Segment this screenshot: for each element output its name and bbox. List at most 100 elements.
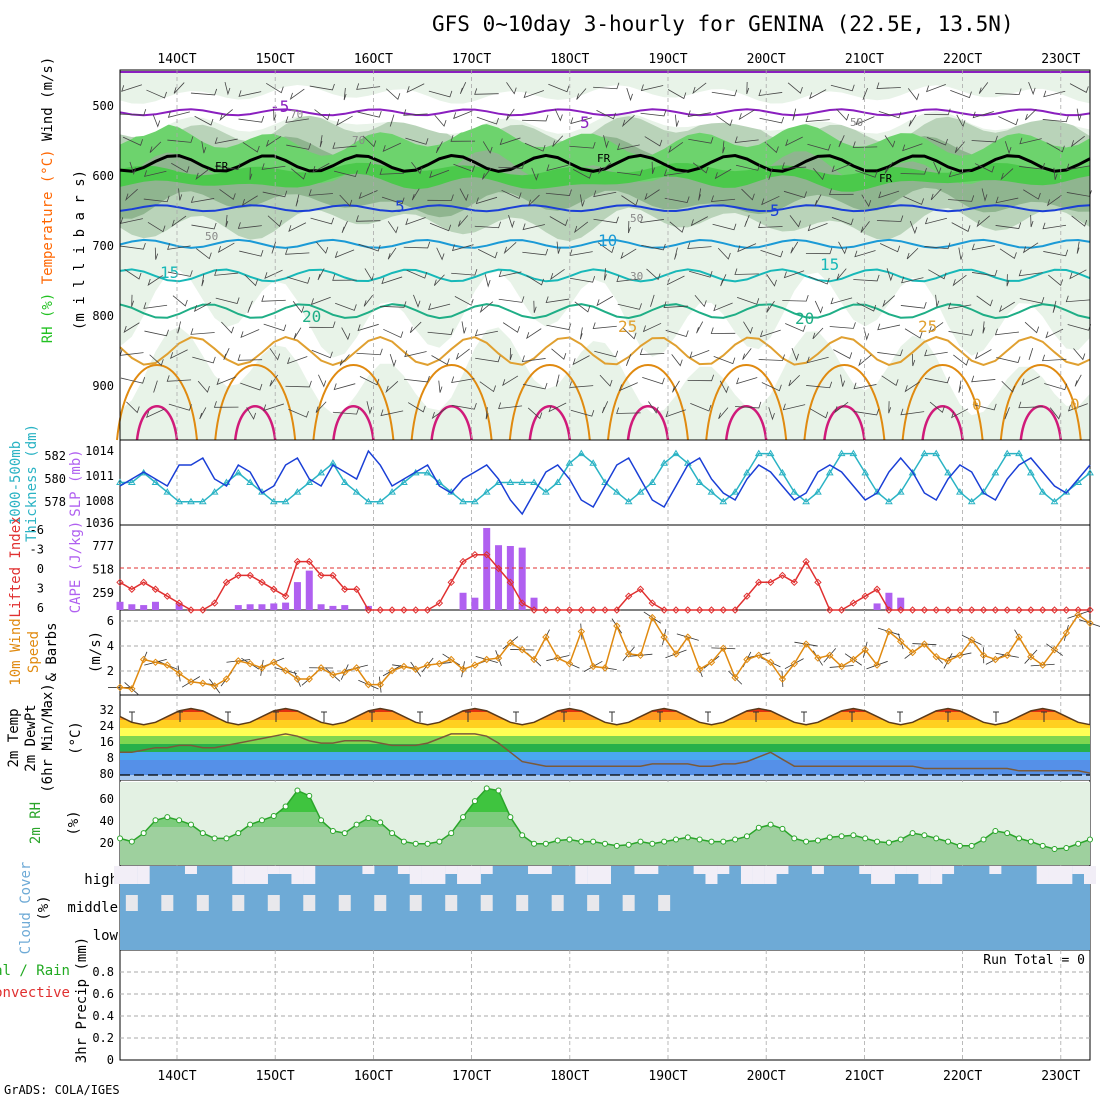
rh2m-line-point <box>968 842 975 849</box>
lifted-index-line-point <box>991 606 1000 614</box>
wind-barb <box>379 168 405 175</box>
x-tick-bottom: 20OCT <box>747 1069 786 1084</box>
wind-barb <box>498 296 525 303</box>
temp-contour-30 <box>803 364 886 441</box>
wind-barb <box>546 164 569 172</box>
thickness-line-point <box>210 488 219 495</box>
wind-barb <box>599 374 613 387</box>
rh2m-line-point <box>1063 844 1070 851</box>
cape-bar <box>293 582 301 610</box>
wind-barb <box>982 321 986 334</box>
wind-barb <box>453 163 476 172</box>
wind-barb <box>788 374 800 387</box>
rh-dry-low <box>120 270 1090 416</box>
cloud-clear-high <box>539 866 552 874</box>
wind-barb <box>357 111 382 118</box>
wind-barb <box>389 353 397 368</box>
wind-barb <box>154 247 159 260</box>
contour-label: 70 <box>290 108 303 121</box>
rh2m-line-point <box>1004 830 1011 837</box>
wind-barb <box>855 169 878 178</box>
contour-label: 25 <box>918 317 937 336</box>
rh2m-line-point <box>661 838 668 845</box>
x-tick-top: 18OCT <box>550 52 589 67</box>
wind-barb <box>177 321 181 334</box>
wind-barb <box>201 274 205 287</box>
p4-ylabel: 10m Wind <box>8 618 24 685</box>
lifted-index-line-point <box>459 557 467 566</box>
wind-barb <box>341 327 351 341</box>
wind-barb <box>411 161 423 175</box>
wind-barb <box>194 115 214 126</box>
lifted-index-line-point <box>163 592 172 600</box>
temp-band <box>120 712 1090 720</box>
wind-barb <box>341 220 348 234</box>
lifted-index-line-point <box>506 578 515 587</box>
wind-barb <box>668 141 684 154</box>
temp-minmax <box>465 711 471 722</box>
wind-barb <box>380 409 404 417</box>
wind-barb <box>617 143 640 151</box>
wind-barb <box>579 194 585 207</box>
wind-speed-line-point <box>1015 633 1023 641</box>
cloud-clear-high <box>871 866 884 884</box>
wind-barb <box>479 301 494 314</box>
wind-barb <box>146 89 167 99</box>
wind-barb <box>318 374 327 388</box>
wind-barb <box>888 401 892 414</box>
wind-barb <box>928 322 944 334</box>
thickness-line-point <box>151 478 160 485</box>
wind-barb <box>972 269 998 277</box>
wind-barb <box>972 111 994 119</box>
x-tick-top: 23OCT <box>1041 52 1080 67</box>
thickness-line-point <box>896 488 905 495</box>
wind-barb <box>741 188 755 201</box>
wind-barb <box>427 328 454 335</box>
temp-contour-30 <box>901 364 984 441</box>
rh2m-line-point <box>720 838 727 845</box>
x-tick-top: 22OCT <box>943 52 982 67</box>
wind-barb <box>1042 115 1069 123</box>
wind-barb <box>760 249 784 258</box>
wind-barb <box>171 162 190 173</box>
rh2m-line-point <box>956 842 963 849</box>
y-tick: 1014 <box>85 444 114 458</box>
temp-minmax <box>273 711 279 722</box>
lifted-index-line-point <box>151 585 160 593</box>
temp-minmax <box>177 711 183 722</box>
p6-ylabel: 2m RH <box>28 802 44 844</box>
wind-speed-line-point <box>494 654 503 662</box>
wind-barb <box>554 108 563 122</box>
wind-barb <box>407 402 426 413</box>
rh2m-line-point <box>270 813 277 820</box>
wind-barb <box>355 215 381 222</box>
wind-barb <box>882 295 895 308</box>
p5-ylabel-r: (°C) <box>68 721 84 755</box>
x-tick-bottom: 19OCT <box>648 1069 687 1084</box>
rh2m-line-point <box>187 821 194 828</box>
wind-barb <box>735 401 762 409</box>
thickness-line-point <box>1015 449 1023 457</box>
wind-barb <box>621 195 639 206</box>
lifted-index-line-point <box>293 557 302 566</box>
y-tick: 518 <box>92 563 114 577</box>
wind-barb <box>144 170 167 177</box>
wind-barb <box>121 84 143 92</box>
rh2m-line-point <box>791 835 798 842</box>
wind-speed-line-point <box>376 680 384 689</box>
wind-barb <box>273 108 277 121</box>
rh2m-line-point <box>294 787 301 794</box>
wind-barb <box>734 268 759 275</box>
wind-barb <box>1048 274 1064 287</box>
wind-barb <box>451 269 478 276</box>
y-tick: 582 <box>44 449 66 463</box>
rh2m-line-point <box>471 798 478 805</box>
rh-band-90 <box>120 124 1090 184</box>
wind-barb <box>971 243 995 251</box>
wind-barb <box>996 356 1021 364</box>
wind-barb <box>405 217 426 226</box>
wind-barb <box>215 297 240 305</box>
wind-barb <box>718 407 729 419</box>
x-tick-top: 14OCT <box>157 52 196 67</box>
